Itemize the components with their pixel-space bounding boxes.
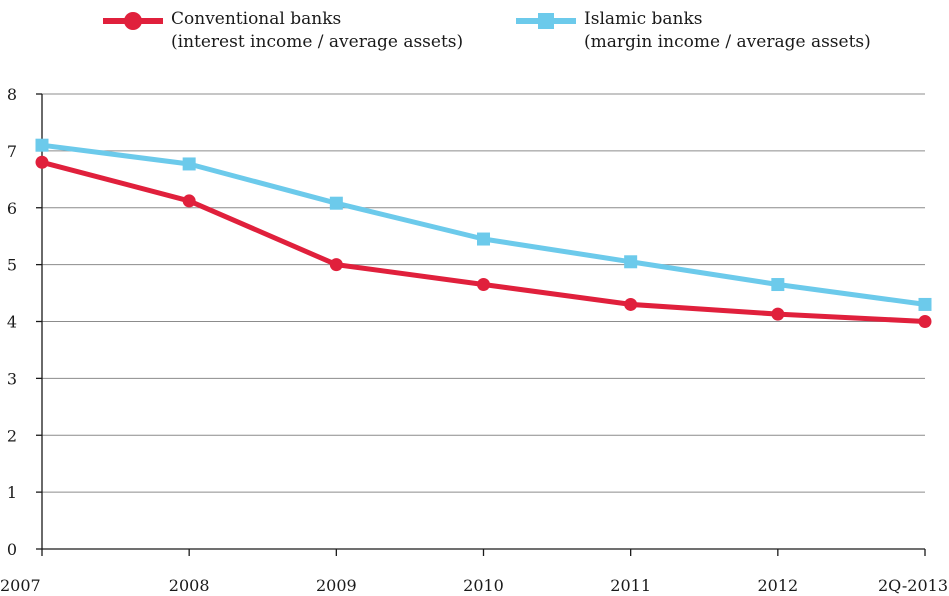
y-tick-label: 4	[7, 313, 17, 332]
x-tick-label: 2009	[316, 576, 357, 595]
x-tick-label: 2008	[169, 576, 210, 595]
data-point-conventional	[329, 258, 343, 272]
data-point-islamic	[182, 157, 196, 171]
x-tick-label: 2007	[0, 576, 41, 595]
y-tick-label: 7	[7, 142, 17, 161]
legend-marker-conventional	[103, 12, 163, 30]
data-point-conventional	[624, 297, 638, 311]
y-tick-label: 1	[7, 483, 17, 502]
series-line-conventional	[41, 159, 926, 324]
data-point-islamic	[35, 138, 49, 152]
y-tick-label: 6	[7, 199, 17, 218]
data-point-islamic	[477, 232, 490, 246]
x-tick-label: 2010	[463, 576, 504, 595]
y-tick-label: 5	[7, 256, 17, 275]
data-point-conventional	[35, 155, 49, 169]
y-tick-label: 2	[7, 426, 17, 445]
x-tick-label: 2012	[757, 576, 798, 595]
legend-label-conventional: Conventional banks	[171, 9, 342, 29]
legend-sublabel-islamic: (margin income / average assets)	[584, 32, 871, 52]
series-line-islamic	[41, 142, 926, 307]
data-point-conventional	[477, 278, 490, 292]
data-point-conventional	[182, 194, 196, 208]
legend-sublabel-conventional: (interest income / average assets)	[171, 32, 464, 52]
y-tick-label: 8	[7, 85, 17, 104]
data-point-islamic	[918, 297, 932, 311]
x-tick-label: 2011	[610, 576, 651, 595]
x-tick-label: 2Q-2013	[878, 576, 948, 595]
data-point-conventional	[771, 307, 785, 321]
legend-label-islamic: Islamic banks	[584, 9, 703, 29]
y-tick-label: 0	[7, 540, 17, 559]
legend-marker-islamic	[516, 13, 576, 29]
y-tick-label: 3	[7, 369, 17, 388]
data-point-islamic	[329, 196, 343, 210]
data-point-islamic	[771, 278, 785, 292]
data-point-conventional	[918, 315, 932, 328]
data-point-islamic	[624, 255, 638, 269]
